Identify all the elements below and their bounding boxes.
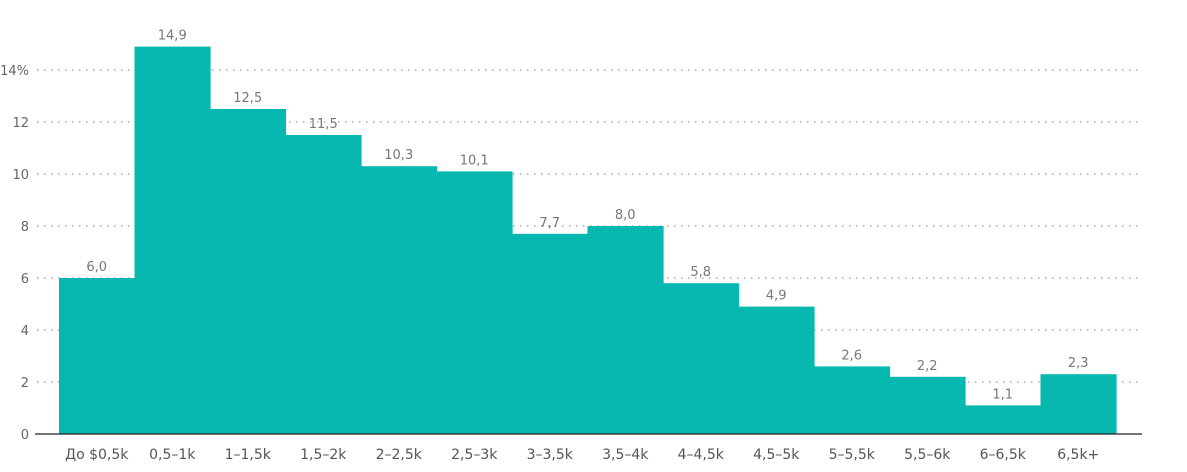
y-tick-label: 4 <box>21 324 29 339</box>
y-axis-ticks: 0 2 4 6 8 10 12 14% <box>0 64 29 443</box>
y-tick-label: 0 <box>21 428 29 443</box>
bar <box>814 366 891 434</box>
data-labels: 6,0 14,9 12,5 11,5 10,3 10,1 7,7 8,0 5,8 4,9 2,6 2,… <box>86 29 1088 403</box>
x-tick-label: 4–4,5k <box>678 447 725 463</box>
x-tick-label: 6,5k+ <box>1057 447 1099 463</box>
bars <box>59 46 1117 434</box>
data-label: 10,3 <box>384 148 413 163</box>
data-label: 2,3 <box>1068 356 1089 371</box>
x-axis-ticks: До $0,5k 0,5–1k 1–1,5k 1,5–2k 2–2,5k 2,5–3k 3–… <box>65 447 1099 463</box>
x-tick-label: 4,5–5k <box>753 447 800 463</box>
x-tick-label: 0,5–1k <box>149 447 196 463</box>
data-label: 10,1 <box>460 153 489 168</box>
bar <box>663 283 740 434</box>
x-tick-label: 5,5–6k <box>904 447 951 463</box>
x-tick-label: 2–2,5k <box>376 447 423 463</box>
bar <box>587 226 664 434</box>
x-tick-label: 6–6,5k <box>980 447 1027 463</box>
bar <box>59 278 136 434</box>
y-tick-label: 6 <box>21 272 29 287</box>
x-tick-label: 3–3,5k <box>527 447 574 463</box>
x-tick-label: 2,5–3k <box>451 447 498 463</box>
data-label: 8,0 <box>615 208 636 223</box>
data-label: 2,2 <box>917 359 938 374</box>
x-tick-label: 3,5–4k <box>602 447 649 463</box>
bar <box>889 376 966 434</box>
y-tick-label: 14% <box>0 64 29 79</box>
y-tick-label: 2 <box>21 376 29 391</box>
bar <box>738 306 815 434</box>
bar <box>1040 374 1117 434</box>
y-tick-label: 10 <box>12 168 29 183</box>
x-tick-label: 5–5,5k <box>829 447 876 463</box>
bar <box>134 46 211 434</box>
data-label: 5,8 <box>690 265 711 280</box>
data-label: 4,9 <box>766 289 787 304</box>
bar <box>285 135 362 434</box>
data-label: 1,1 <box>992 387 1013 402</box>
data-label: 14,9 <box>158 29 187 44</box>
x-tick-label: 1,5–2k <box>300 447 347 463</box>
data-label: 7,7 <box>539 216 560 231</box>
x-tick-label: До $0,5k <box>65 447 129 463</box>
y-tick-label: 12 <box>12 116 29 131</box>
bar <box>512 233 589 434</box>
data-label: 12,5 <box>233 91 262 106</box>
data-label: 6,0 <box>86 260 107 275</box>
data-label: 2,6 <box>841 348 862 363</box>
y-tick-label: 8 <box>21 220 29 235</box>
bar <box>965 405 1042 434</box>
bar <box>361 166 438 434</box>
bar <box>210 109 287 434</box>
data-label: 11,5 <box>309 117 338 132</box>
x-tick-label: 1–1,5k <box>225 447 272 463</box>
bar <box>436 171 513 434</box>
